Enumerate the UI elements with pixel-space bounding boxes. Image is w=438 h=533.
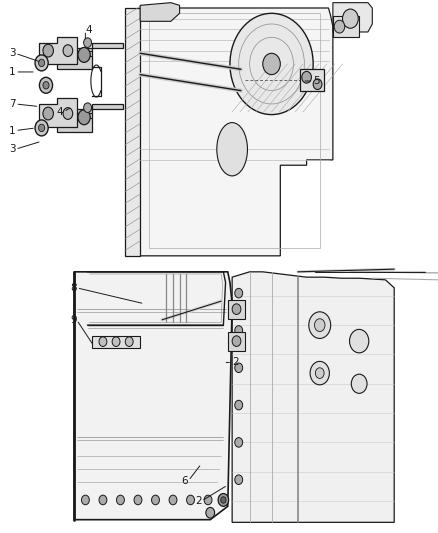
Polygon shape xyxy=(232,272,394,522)
Circle shape xyxy=(134,495,142,505)
Text: 4: 4 xyxy=(85,26,92,35)
Circle shape xyxy=(187,495,194,505)
Circle shape xyxy=(39,77,53,93)
Polygon shape xyxy=(140,3,180,21)
Circle shape xyxy=(99,337,107,346)
Circle shape xyxy=(309,312,331,338)
Circle shape xyxy=(99,495,107,505)
Text: 8: 8 xyxy=(70,283,77,293)
Circle shape xyxy=(218,494,229,506)
Text: 1: 1 xyxy=(9,126,15,135)
Circle shape xyxy=(35,120,48,136)
Polygon shape xyxy=(39,37,77,64)
Circle shape xyxy=(35,55,48,71)
Circle shape xyxy=(78,110,90,125)
Circle shape xyxy=(84,103,92,112)
Ellipse shape xyxy=(217,123,247,176)
Text: 5: 5 xyxy=(313,76,320,86)
Polygon shape xyxy=(74,272,232,520)
Circle shape xyxy=(78,47,90,62)
Circle shape xyxy=(117,495,124,505)
Polygon shape xyxy=(92,336,140,348)
Circle shape xyxy=(310,361,329,385)
Circle shape xyxy=(63,108,73,119)
Circle shape xyxy=(235,438,243,447)
Circle shape xyxy=(235,326,243,335)
Circle shape xyxy=(263,53,280,75)
Circle shape xyxy=(152,495,159,505)
Circle shape xyxy=(39,124,45,132)
Circle shape xyxy=(235,288,243,298)
Circle shape xyxy=(112,337,120,346)
Text: 4: 4 xyxy=(57,107,64,117)
Circle shape xyxy=(314,319,325,332)
Text: 6: 6 xyxy=(182,476,188,486)
Circle shape xyxy=(313,79,322,90)
Circle shape xyxy=(302,71,311,83)
Circle shape xyxy=(43,82,49,89)
Polygon shape xyxy=(39,98,77,127)
Circle shape xyxy=(235,363,243,373)
Circle shape xyxy=(232,304,241,314)
Circle shape xyxy=(169,495,177,505)
Polygon shape xyxy=(57,104,123,132)
Circle shape xyxy=(315,368,324,378)
Circle shape xyxy=(63,45,73,56)
Text: 3: 3 xyxy=(9,49,15,58)
Polygon shape xyxy=(140,8,333,256)
Polygon shape xyxy=(228,300,245,319)
Circle shape xyxy=(235,400,243,410)
Circle shape xyxy=(43,107,53,120)
Circle shape xyxy=(232,336,241,346)
Polygon shape xyxy=(57,43,123,69)
Circle shape xyxy=(43,44,53,57)
Circle shape xyxy=(343,9,358,28)
Text: 1: 1 xyxy=(9,67,15,77)
Circle shape xyxy=(230,13,313,115)
Circle shape xyxy=(39,59,45,67)
Text: 3: 3 xyxy=(9,144,15,154)
Circle shape xyxy=(204,495,212,505)
Circle shape xyxy=(125,337,133,346)
Text: 2: 2 xyxy=(195,496,201,506)
Circle shape xyxy=(351,374,367,393)
Text: 2: 2 xyxy=(232,358,239,367)
Polygon shape xyxy=(228,332,245,351)
Polygon shape xyxy=(333,3,372,32)
Circle shape xyxy=(206,507,215,518)
Text: 7: 7 xyxy=(9,99,15,109)
Circle shape xyxy=(221,497,226,503)
Polygon shape xyxy=(300,69,324,91)
Circle shape xyxy=(235,475,243,484)
Polygon shape xyxy=(333,16,359,37)
Circle shape xyxy=(334,20,345,33)
Text: 9: 9 xyxy=(70,315,77,325)
Circle shape xyxy=(84,38,92,47)
Circle shape xyxy=(81,495,89,505)
Circle shape xyxy=(350,329,369,353)
Polygon shape xyxy=(125,8,140,256)
